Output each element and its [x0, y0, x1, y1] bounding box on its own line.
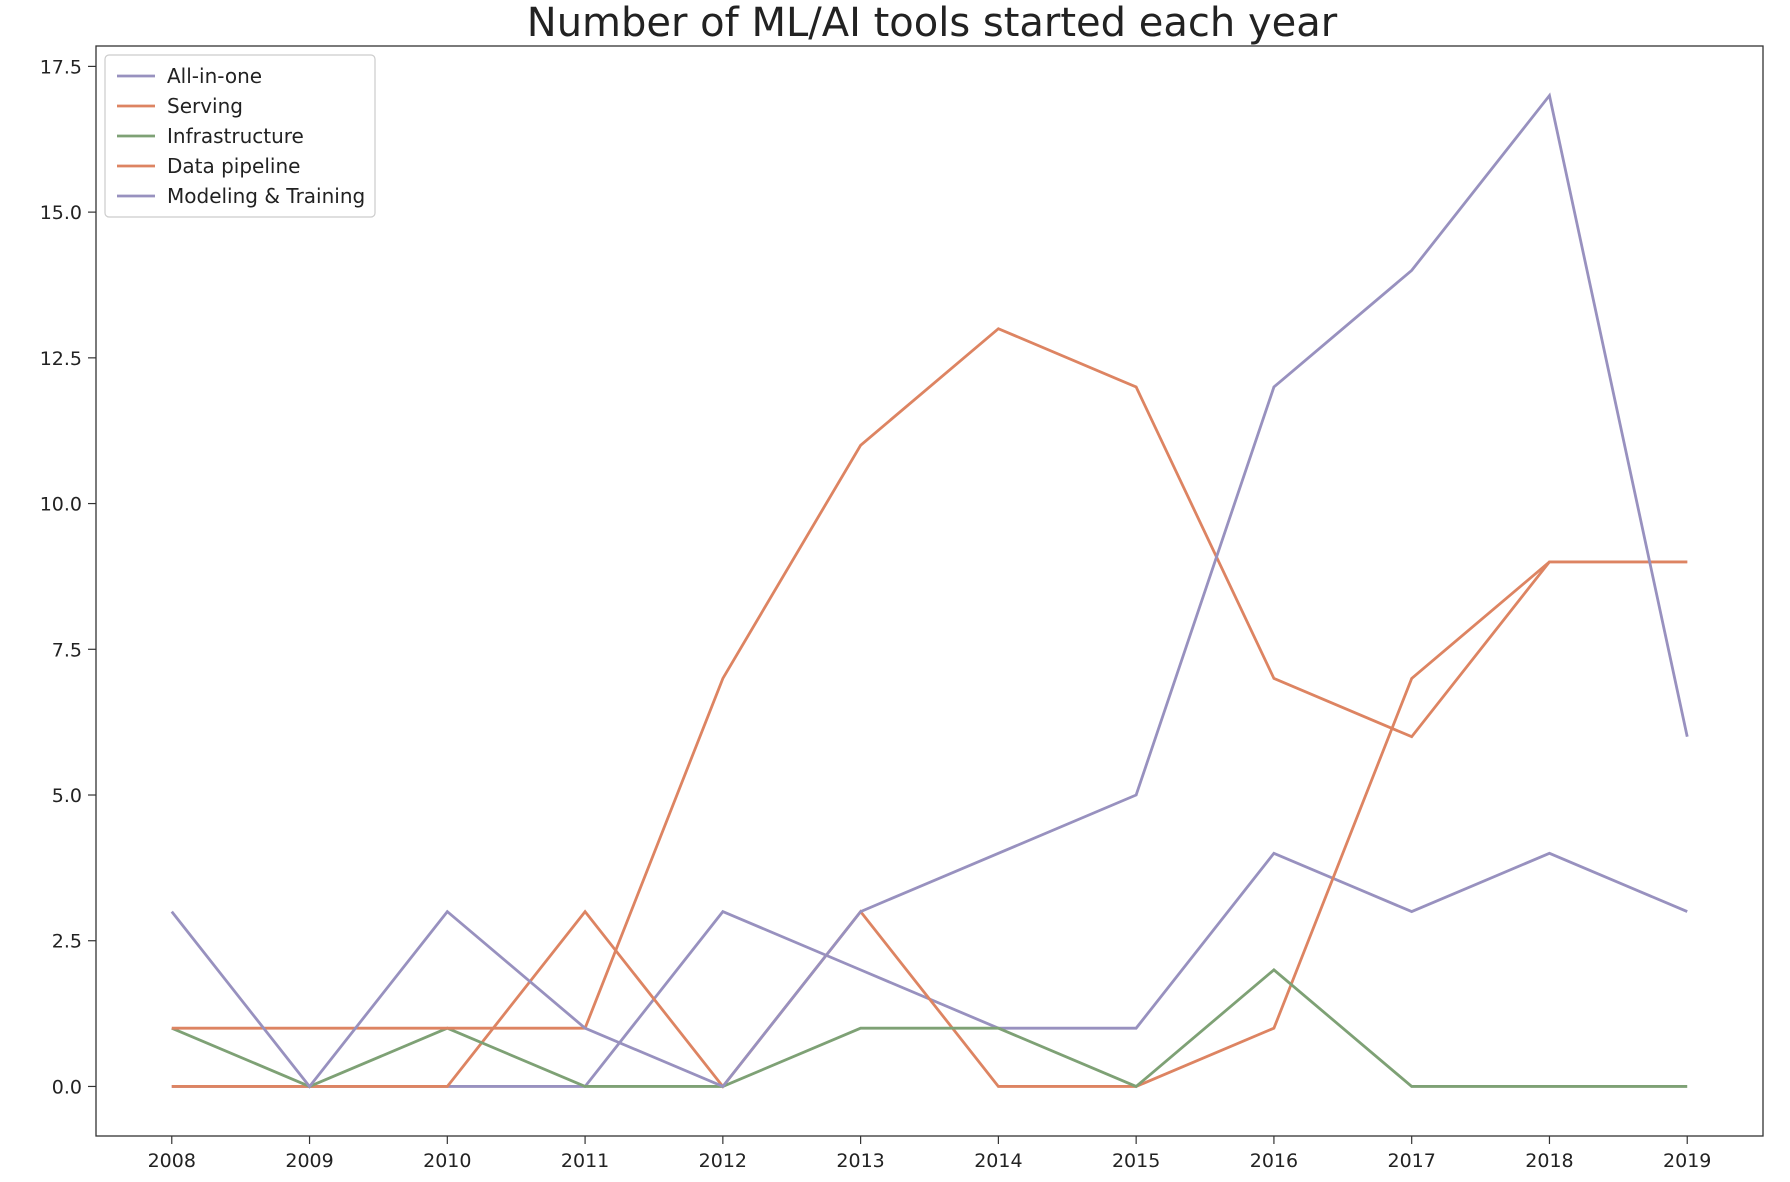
y-tick-label: 15.0: [40, 202, 82, 224]
series-infrastructure: [171, 968, 1688, 1089]
y-tick-label: 2.5: [52, 931, 82, 953]
x-tick-label: 2019: [1663, 1150, 1711, 1172]
x-tick-label: 2010: [423, 1150, 471, 1172]
x-tick-label: 2016: [1250, 1150, 1298, 1172]
plot-area: 2008 2009 2010 2011 2012 2013 2014 2015 2016 2017…: [40, 45, 1764, 1172]
legend-label: All-in-one: [167, 64, 262, 88]
x-tick-label: 2015: [1112, 1150, 1160, 1172]
y-tick-label: 0.0: [52, 1076, 82, 1098]
series-line: [171, 851, 1688, 1088]
y-tick-label: 10.0: [40, 494, 82, 516]
series-modeling-training: [170, 92, 1689, 1089]
series-data-pipeline: [171, 327, 1688, 1030]
x-tick-label: 2018: [1525, 1150, 1573, 1172]
y-tick-label: 17.5: [40, 56, 82, 78]
y-tick-label: 7.5: [52, 639, 82, 661]
series-line: [171, 560, 1688, 1089]
y-tick-label: 12.5: [40, 348, 82, 370]
series-line: [171, 327, 1688, 1030]
legend: All-in-one Serving Infrastructure Data pipe…: [104, 54, 376, 218]
x-tick-label: 2013: [836, 1150, 884, 1172]
legend-box: [104, 54, 376, 218]
series-serving: [171, 560, 1688, 1089]
x-tick-label: 2014: [974, 1150, 1022, 1172]
series-line: [170, 92, 1689, 1089]
x-tick-label: 2009: [285, 1150, 333, 1172]
x-tick-label: 2011: [561, 1150, 609, 1172]
x-tick-label: 2008: [148, 1150, 196, 1172]
x-tick-label: 2012: [699, 1150, 747, 1172]
legend-label: Serving: [167, 94, 243, 118]
legend-label: Modeling & Training: [167, 184, 365, 208]
y-tick-label: 5.0: [52, 785, 82, 807]
legend-label: Data pipeline: [167, 154, 300, 178]
x-tick-label: 2017: [1388, 1150, 1436, 1172]
legend-label: Infrastructure: [167, 124, 304, 148]
series-all-in-one: [171, 851, 1688, 1088]
plot-frame: [95, 45, 1764, 1137]
series-line: [171, 968, 1688, 1089]
series-lines: [170, 92, 1689, 1089]
chart-title: Number of ML/AI tools started each year: [527, 0, 1338, 46]
